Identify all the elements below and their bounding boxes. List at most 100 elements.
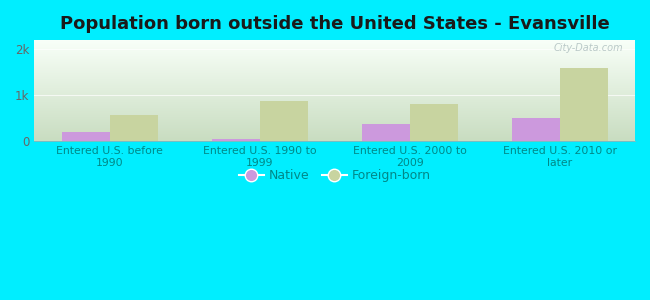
Bar — [34, 126, 635, 127]
Bar — [34, 91, 635, 92]
Bar — [34, 110, 635, 111]
Bar — [512, 118, 560, 141]
Bar — [34, 136, 635, 137]
Bar — [34, 92, 635, 93]
Bar — [34, 83, 635, 84]
Bar — [34, 42, 635, 43]
Bar — [34, 138, 635, 139]
Bar — [34, 132, 635, 133]
Bar — [34, 48, 635, 49]
Bar — [34, 103, 635, 104]
Bar — [34, 68, 635, 69]
Bar — [34, 88, 635, 89]
Bar — [34, 77, 635, 78]
Bar — [34, 64, 635, 65]
Bar — [34, 71, 635, 72]
Bar — [34, 98, 635, 99]
Bar — [34, 69, 635, 70]
Bar — [34, 93, 635, 94]
Bar — [34, 106, 635, 107]
Bar — [34, 54, 635, 55]
Bar — [34, 116, 635, 117]
Bar — [34, 87, 635, 88]
Bar — [34, 123, 635, 124]
Bar — [34, 53, 635, 54]
Bar — [34, 112, 635, 113]
Bar — [34, 59, 635, 60]
Bar — [34, 99, 635, 100]
Bar — [34, 65, 635, 66]
Bar — [34, 75, 635, 76]
Bar — [34, 62, 635, 63]
Bar — [34, 40, 635, 41]
Bar — [34, 89, 635, 90]
Bar — [34, 66, 635, 67]
Bar — [361, 124, 410, 141]
Bar — [34, 105, 635, 106]
Bar — [34, 85, 635, 86]
Bar — [34, 139, 635, 140]
Bar — [34, 52, 635, 53]
Bar — [259, 101, 307, 141]
Bar — [34, 134, 635, 135]
Bar — [34, 130, 635, 131]
Bar — [34, 131, 635, 132]
Legend: Native, Foreign-born: Native, Foreign-born — [233, 164, 436, 188]
Bar — [34, 108, 635, 109]
Bar — [34, 51, 635, 52]
Bar — [34, 84, 635, 85]
Bar — [34, 109, 635, 110]
Bar — [34, 140, 635, 141]
Bar — [34, 96, 635, 97]
Bar — [34, 56, 635, 57]
Bar — [34, 107, 635, 108]
Text: City-Data.com: City-Data.com — [553, 43, 623, 53]
Bar — [34, 125, 635, 126]
Bar — [34, 129, 635, 130]
Bar — [34, 46, 635, 47]
Bar — [410, 104, 458, 141]
Bar — [34, 102, 635, 103]
Bar — [34, 79, 635, 80]
Bar — [34, 111, 635, 112]
Bar — [34, 47, 635, 48]
Bar — [34, 81, 635, 82]
Bar — [34, 113, 635, 114]
Bar — [34, 73, 635, 74]
Bar — [212, 139, 259, 141]
Bar — [34, 44, 635, 45]
Title: Population born outside the United States - Evansville: Population born outside the United State… — [60, 15, 610, 33]
Bar — [34, 58, 635, 59]
Bar — [34, 94, 635, 95]
Bar — [34, 137, 635, 138]
Bar — [34, 114, 635, 115]
Bar — [34, 119, 635, 120]
Bar — [34, 49, 635, 50]
Bar — [34, 124, 635, 125]
Bar — [110, 116, 157, 141]
Bar — [34, 117, 635, 118]
Bar — [34, 97, 635, 98]
Bar — [34, 74, 635, 75]
Bar — [34, 128, 635, 129]
Bar — [34, 41, 635, 42]
Bar — [34, 135, 635, 136]
Bar — [34, 101, 635, 102]
Bar — [34, 104, 635, 105]
Bar — [34, 80, 635, 81]
Bar — [34, 95, 635, 96]
Bar — [34, 115, 635, 116]
Bar — [34, 76, 635, 77]
Bar — [34, 61, 635, 62]
Bar — [34, 70, 635, 71]
Bar — [34, 118, 635, 119]
Bar — [34, 100, 635, 101]
Bar — [34, 45, 635, 46]
Bar — [34, 121, 635, 122]
Bar — [34, 67, 635, 68]
Bar — [34, 63, 635, 64]
Bar — [34, 86, 635, 87]
Bar — [560, 68, 608, 141]
Bar — [34, 57, 635, 58]
Bar — [62, 132, 110, 141]
